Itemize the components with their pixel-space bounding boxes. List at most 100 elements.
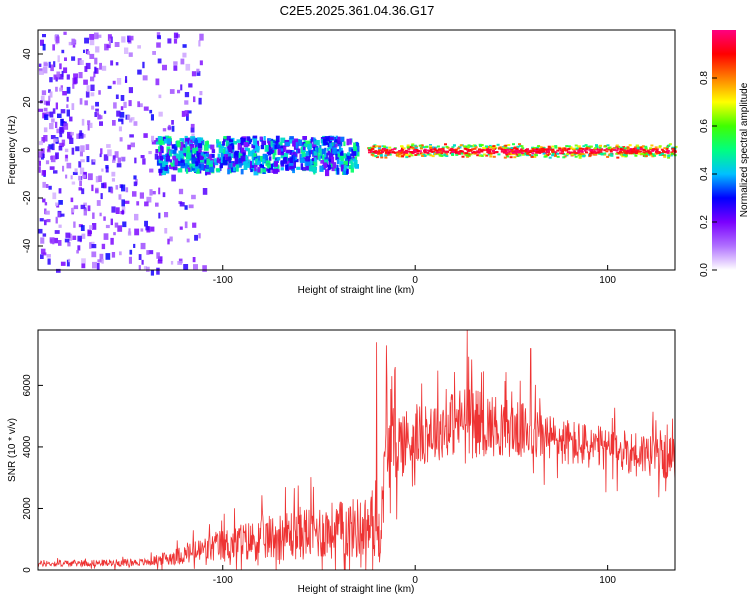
heatmap-cell bbox=[184, 92, 190, 98]
heatmap-cell bbox=[286, 161, 291, 165]
heatmap-cell bbox=[274, 144, 279, 149]
heatmap-cell bbox=[372, 150, 376, 153]
heatmap-cell bbox=[572, 147, 576, 150]
heatmap-cell bbox=[237, 163, 242, 168]
heatmap-cell bbox=[336, 167, 340, 175]
heatmap-cell bbox=[306, 161, 311, 166]
heatmap-cell bbox=[66, 109, 70, 117]
heatmap-cell bbox=[100, 193, 103, 200]
heatmap-cell bbox=[374, 155, 378, 158]
heatmap-cell bbox=[65, 232, 71, 238]
heatmap-cell bbox=[498, 146, 502, 149]
heatmap-cell bbox=[180, 159, 185, 166]
heatmap-cell bbox=[492, 155, 496, 158]
heatmap-cell bbox=[429, 144, 432, 146]
heatmap-cell bbox=[251, 149, 255, 154]
heatmap-cell bbox=[106, 44, 111, 49]
heatmap-cell bbox=[502, 150, 506, 153]
heatmap-cell bbox=[613, 149, 616, 151]
heatmap-cell bbox=[390, 151, 394, 154]
heatmap-cell bbox=[619, 147, 623, 150]
heatmap-cell bbox=[312, 149, 315, 157]
heatmap-cell bbox=[105, 253, 111, 260]
heatmap-cell bbox=[227, 145, 232, 153]
heatmap-cell bbox=[63, 123, 69, 130]
heatmap-cell bbox=[420, 144, 424, 147]
heatmap-cell bbox=[318, 156, 321, 162]
heatmap-cell bbox=[529, 151, 532, 153]
heatmap-cell bbox=[350, 168, 354, 173]
heatmap-cell bbox=[140, 228, 144, 232]
heatmap-cell bbox=[178, 258, 183, 264]
heatmap-cell bbox=[240, 168, 244, 175]
heatmap-cell bbox=[70, 132, 74, 136]
heatmap-cell bbox=[157, 58, 162, 64]
heatmap-cell bbox=[125, 187, 129, 193]
heatmap-cell bbox=[184, 110, 189, 117]
heatmap-cell bbox=[210, 144, 215, 150]
heatmap-cell bbox=[251, 159, 255, 166]
heatmap-cell bbox=[599, 144, 602, 147]
heatmap-cell bbox=[142, 61, 145, 69]
heatmap-cell bbox=[574, 155, 578, 158]
heatmap-cell bbox=[625, 152, 629, 155]
heatmap-cell bbox=[385, 150, 389, 153]
heatmap-cell bbox=[518, 143, 521, 146]
heatmap-cell bbox=[49, 123, 54, 130]
heatmap-cell bbox=[128, 35, 134, 41]
colorbar-label: Normalized spectral amplitude bbox=[739, 82, 750, 217]
heatmap-cell bbox=[407, 147, 411, 150]
heatmap-cell bbox=[220, 156, 224, 164]
heatmap-cell bbox=[64, 148, 69, 153]
heatmap-cell bbox=[520, 149, 524, 152]
heatmap-cell bbox=[384, 156, 388, 159]
heatmap-cell bbox=[55, 121, 58, 128]
heatmap-cell bbox=[569, 147, 572, 150]
heatmap-cell bbox=[396, 154, 400, 157]
heatmap-cell bbox=[335, 135, 338, 140]
heatmap-cell bbox=[661, 152, 664, 155]
heatmap-cell bbox=[517, 153, 521, 156]
heatmap-cell bbox=[158, 256, 163, 261]
heatmap-cell bbox=[595, 145, 599, 148]
heatmap-cell bbox=[211, 149, 216, 153]
heatmap-cell bbox=[607, 147, 611, 150]
heatmap-cell bbox=[196, 68, 200, 73]
heatmap-cell bbox=[229, 143, 232, 147]
heatmap-cell bbox=[164, 165, 168, 171]
heatmap-cell bbox=[431, 155, 435, 158]
heatmap-cell bbox=[58, 74, 64, 80]
heatmap-cell bbox=[113, 232, 116, 236]
heatmap-cell bbox=[325, 169, 330, 177]
heatmap-cell bbox=[84, 37, 89, 44]
heatmap-cell bbox=[275, 135, 280, 143]
heatmap-cell bbox=[62, 165, 65, 172]
heatmap-cell bbox=[128, 228, 131, 235]
heatmap-cell bbox=[429, 154, 433, 157]
heatmap-cell bbox=[117, 157, 121, 163]
heatmap-cell bbox=[272, 152, 276, 160]
heatmap-cell bbox=[298, 139, 303, 147]
heatmap-cell bbox=[58, 224, 62, 228]
heatmap-cell bbox=[567, 145, 571, 148]
heatmap-cell bbox=[527, 151, 531, 154]
heatmap-cell bbox=[372, 145, 376, 148]
heatmap-cell bbox=[274, 141, 279, 145]
heatmap-cell bbox=[492, 145, 496, 148]
heatmap-cell bbox=[609, 149, 613, 152]
heatmap-cell bbox=[191, 71, 197, 77]
heatmap-cell bbox=[85, 91, 90, 98]
heatmap-cell bbox=[405, 156, 409, 159]
heatmap-cell bbox=[280, 160, 285, 167]
heatmap-cell bbox=[296, 166, 301, 170]
heatmap-cell bbox=[119, 251, 122, 256]
heatmap-cell bbox=[66, 104, 69, 108]
heatmap-cell bbox=[526, 154, 530, 157]
heatmap-cell bbox=[110, 60, 114, 66]
heatmap-cell bbox=[252, 135, 258, 139]
heatmap-cell bbox=[87, 205, 91, 212]
heatmap-cell bbox=[113, 102, 117, 109]
heatmap-cell bbox=[229, 168, 232, 174]
heatmap-cell bbox=[48, 61, 51, 68]
heatmap-cell bbox=[597, 150, 601, 153]
